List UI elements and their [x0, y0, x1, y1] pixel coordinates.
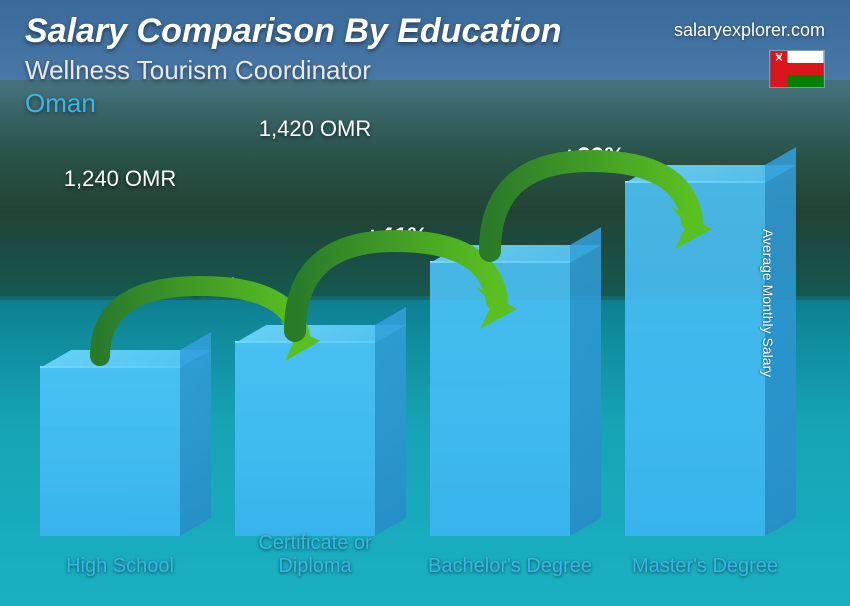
category-label: High School [30, 555, 210, 578]
bar-chart: 1,240 OMR High School 1,420 OMR Certific… [40, 130, 790, 576]
category-label: Certificate or Diploma [225, 532, 405, 578]
value-label: 1,240 OMR [30, 166, 210, 192]
category-label: Bachelor's Degree [420, 555, 600, 578]
brand-watermark: salaryexplorer.com [674, 20, 825, 41]
country-name: Oman [25, 88, 825, 119]
bar [40, 366, 180, 536]
category-label: Master's Degree [615, 555, 795, 578]
oman-flag-icon [769, 50, 825, 88]
job-title: Wellness Tourism Coordinator [25, 55, 825, 86]
value-label: 1,420 OMR [225, 116, 405, 142]
increase-arrow-icon [470, 141, 720, 271]
bar-high-school: 1,240 OMR High School [40, 366, 180, 536]
y-axis-label: Average Monthly Salary [760, 229, 776, 377]
